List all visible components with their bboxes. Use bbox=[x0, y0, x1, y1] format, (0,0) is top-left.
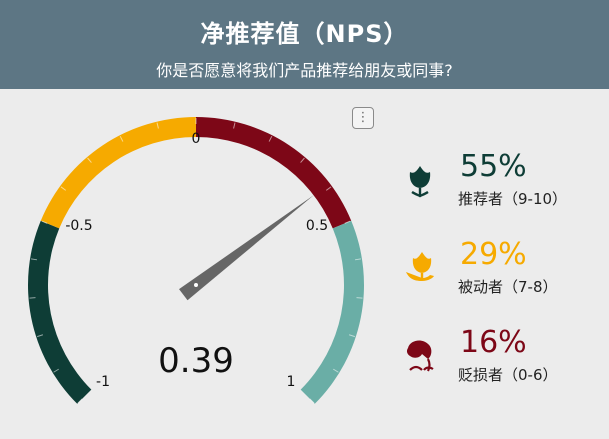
gauge-tick-19 bbox=[333, 368, 339, 373]
gauge-tick-9 bbox=[156, 122, 159, 129]
gauge-tick-15 bbox=[344, 220, 351, 224]
tulip-hand-icon bbox=[406, 252, 434, 281]
gauge-tick-0 bbox=[77, 398, 83, 404]
gauge-tick-4 bbox=[30, 258, 38, 261]
gauge-tick-7 bbox=[87, 157, 92, 163]
more-menu-button[interactable]: ⋮ bbox=[352, 107, 374, 129]
gauge-tick-11 bbox=[233, 122, 236, 129]
tulip-icon bbox=[409, 166, 431, 198]
gauge-tick-16 bbox=[354, 258, 362, 261]
gauge-tick-20 bbox=[309, 398, 315, 404]
legend-detractors: 16% 贬损者（0-6） bbox=[400, 326, 600, 400]
gauge-band-3 bbox=[300, 220, 364, 404]
gauge-band-1 bbox=[40, 117, 196, 229]
gauge-tick-2 bbox=[37, 334, 44, 338]
legend-passives-percent: 29% bbox=[460, 237, 527, 272]
gauge-tick-label-3: 0.5 bbox=[306, 218, 328, 234]
page-title: 净推荐值（NPS） bbox=[200, 20, 409, 48]
gauge-band-2 bbox=[196, 117, 352, 229]
page-subtitle: 你是否愿意将我们产品推荐给朋友或同事? bbox=[156, 61, 453, 80]
more-vertical-icon: ⋮ bbox=[356, 110, 370, 125]
gauge-tick-14 bbox=[325, 186, 332, 191]
legend-promoters-label: 推荐者（9-10） bbox=[458, 190, 568, 208]
gauge-band-0 bbox=[28, 220, 92, 404]
header-banner: 净推荐值（NPS） 你是否愿意将我们产品推荐给朋友或同事? bbox=[0, 0, 609, 89]
gauge-tick-13 bbox=[300, 157, 305, 163]
gauge-tick-label-1: -0.5 bbox=[65, 218, 92, 234]
gauge-needle bbox=[179, 195, 314, 301]
gauge-tick-5 bbox=[41, 220, 48, 224]
gauge-value-label: 0.39 bbox=[158, 341, 234, 381]
gauge-tick-label-4: 1 bbox=[287, 374, 296, 390]
gauge-tick-label-0: -1 bbox=[96, 374, 110, 390]
legend-detractors-percent: 16% bbox=[460, 325, 527, 360]
gauge-tick-8 bbox=[119, 135, 124, 142]
legend-passives-label: 被动者（7-8） bbox=[458, 278, 558, 296]
legend-detractors-label: 贬损者（0-6） bbox=[458, 366, 558, 384]
gauge-tick-12 bbox=[268, 135, 273, 142]
legend-promoters-percent: 55% bbox=[460, 149, 527, 184]
gauge-tick-label-2: 0 bbox=[192, 131, 201, 147]
gauge-tick-6 bbox=[60, 186, 67, 191]
gauge-tick-1 bbox=[53, 368, 59, 373]
gauge-tick-18 bbox=[348, 334, 355, 338]
gauge-needle-pivot bbox=[194, 283, 198, 287]
legend-promoters: 55% 推荐者（9-10） bbox=[400, 150, 600, 224]
nps-gauge: -1 -0.5 0 0.5 1 0.39 bbox=[28, 117, 364, 404]
legend-passives: 29% 被动者（7-8） bbox=[400, 238, 600, 312]
wilted-flower-icon bbox=[406, 340, 434, 372]
